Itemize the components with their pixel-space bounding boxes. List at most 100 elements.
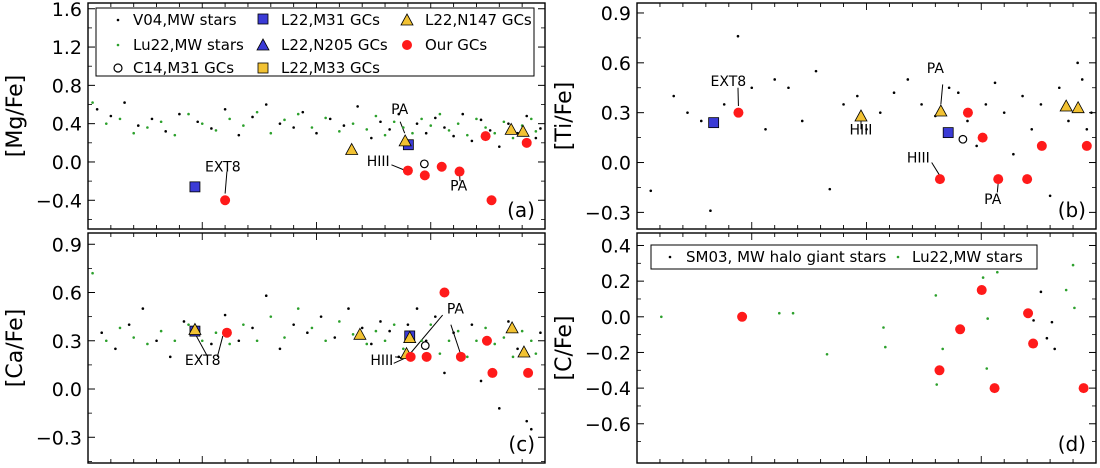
data-point-v04-mw-stars — [525, 419, 529, 423]
data-point-lu22-mw-stars — [529, 117, 533, 121]
data-point-l22-n147-gcs — [504, 122, 518, 135]
data-point-v04-mw-stars — [434, 315, 437, 318]
series-l22-n147-gcs — [345, 122, 530, 155]
annotation-leader — [450, 324, 461, 354]
legend-label-l22-m33: L22,M33 GCs — [281, 59, 380, 77]
data-point-v04-mw-stars — [966, 119, 969, 123]
y-tick-label: −0.6 — [585, 414, 631, 436]
y-tick-label: 1.6 — [52, 0, 82, 21]
data-point-l22-n147-gcs — [1071, 100, 1085, 114]
y-tick-label: 0.3 — [601, 103, 631, 125]
data-point-l22-n147-gcs — [1059, 99, 1073, 112]
data-point-our-gcs — [1078, 383, 1089, 394]
y-tick-label: −0.2 — [585, 342, 631, 364]
data-point-v04-mw-stars — [397, 355, 401, 359]
data-point-our-gcs — [523, 367, 534, 378]
data-point-v04-mw-stars — [920, 103, 923, 106]
data-point-lu22-mw-stars — [118, 326, 122, 330]
data-point-lu22-mw-stars — [941, 347, 944, 351]
data-point-v04-mw-stars — [370, 342, 373, 346]
data-point-our-gcs — [487, 367, 498, 378]
data-point-v04-mw-stars — [539, 331, 542, 335]
panel-a: −0.4 0.0 0.4 0.8 1.2 1.6 [Mg/Fe] (a) EXT8 PA HIII P… — [3, 0, 546, 230]
data-point-our-gcs — [737, 311, 748, 322]
data-point-v04-mw-stars — [773, 78, 776, 81]
data-point-v04-mw-stars — [223, 313, 227, 317]
y-tick-label: 0.4 — [52, 114, 82, 136]
data-point-our-gcs — [934, 365, 945, 376]
data-point-lu22-mw-stars — [502, 120, 506, 124]
y-tick-label: 0.8 — [52, 75, 82, 97]
data-point-lu22-mw-stars — [91, 271, 94, 275]
annotation-label: EXT8 — [205, 160, 241, 176]
data-point-lu22-mw-stars — [985, 367, 989, 370]
series-our-gcs — [221, 287, 534, 378]
data-point-v04-mw-stars — [507, 122, 510, 125]
data-point-v04-mw-stars — [529, 427, 533, 431]
data-point-v04-mw-stars — [470, 323, 474, 326]
data-point-lu22-mw-stars — [269, 315, 273, 318]
data-point-v04-mw-stars — [892, 91, 896, 95]
data-point-lu22-mw-stars — [104, 122, 108, 125]
data-point-v04-mw-stars — [114, 347, 117, 351]
data-point-our-gcs — [977, 132, 988, 143]
data-point-v04-mw-stars — [292, 126, 295, 129]
data-point-v04-mw-stars — [379, 320, 382, 323]
data-point-l22-n147-gcs — [854, 109, 868, 122]
data-point-lu22-mw-stars — [520, 329, 524, 333]
data-point-lu22-mw-stars — [934, 294, 938, 297]
data-point-lu22-mw-stars — [1073, 306, 1076, 310]
data-point-v04-mw-stars — [388, 329, 391, 333]
legend-marker-l22-m33 — [257, 62, 269, 74]
data-point-v04-mw-stars — [498, 145, 501, 148]
data-point-v04-mw-stars — [507, 320, 510, 323]
data-point-v04-mw-stars — [342, 124, 346, 127]
legend-marker-lu22-d — [896, 255, 900, 259]
data-point-lu22-mw-stars — [438, 352, 442, 355]
data-point-our-gcs — [1023, 308, 1034, 319]
data-point-v04-mw-stars — [906, 78, 910, 81]
data-point-l22-n147-gcs — [403, 330, 417, 343]
annotation-label: HIII — [907, 151, 930, 167]
y-tick-label: 0.9 — [52, 234, 82, 256]
data-point-lu22-mw-stars — [884, 345, 887, 349]
data-point-v04-mw-stars — [461, 112, 465, 116]
y-tick-label: 0.0 — [601, 153, 631, 175]
data-point-sm03-mw-halo-giant-stars — [1045, 336, 1049, 340]
data-point-lu22-mw-stars — [146, 342, 149, 346]
data-point-lu22-mw-stars — [228, 342, 231, 346]
data-point-lu22-mw-stars — [296, 112, 300, 116]
data-point-lu22-mw-stars — [187, 112, 190, 116]
data-point-v04-mw-stars — [264, 294, 268, 298]
data-point-v04-mw-stars — [319, 315, 323, 318]
annotation-leader — [409, 314, 444, 354]
data-point-lu22-mw-stars — [529, 339, 533, 343]
data-point-v04-mw-stars — [516, 347, 519, 351]
data-point-lu22-mw-stars — [475, 117, 478, 121]
annotation-label: PA — [984, 192, 1002, 208]
annotation-leader — [195, 335, 209, 358]
series-l22-n147-gcs — [188, 321, 531, 360]
data-point-v04-mw-stars — [957, 91, 960, 95]
data-point-lu22-mw-stars — [996, 270, 999, 274]
y-tick-label: −0.3 — [585, 202, 631, 224]
data-point-v04-mw-stars — [686, 111, 689, 114]
data-point-l22-n147-gcs — [353, 327, 367, 340]
data-point-v04-mw-stars — [828, 187, 832, 191]
data-point-our-gcs — [1081, 140, 1092, 151]
data-point-v04-mw-stars — [333, 336, 337, 339]
data-point-lu22-mw-stars — [882, 326, 885, 329]
series-c14-m31-gcs — [419, 159, 429, 169]
data-point-v04-mw-stars — [127, 323, 131, 326]
annotation-leader — [940, 84, 944, 105]
data-point-lu22-mw-stars — [466, 355, 469, 359]
data-point-l22-m31-gcs — [189, 181, 201, 193]
data-point-v04-mw-stars — [649, 189, 653, 193]
data-point-v04-mw-stars — [984, 103, 988, 106]
data-point-lu22-mw-stars — [214, 129, 218, 132]
legend-label-l22-n147: L22,N147 GCs — [425, 11, 532, 29]
data-point-l22-n147-gcs — [345, 142, 359, 155]
data-point-sm03-mw-halo-giant-stars — [1032, 319, 1035, 322]
data-point-lu22-mw-stars — [365, 128, 369, 131]
data-point-our-gcs — [955, 324, 966, 335]
